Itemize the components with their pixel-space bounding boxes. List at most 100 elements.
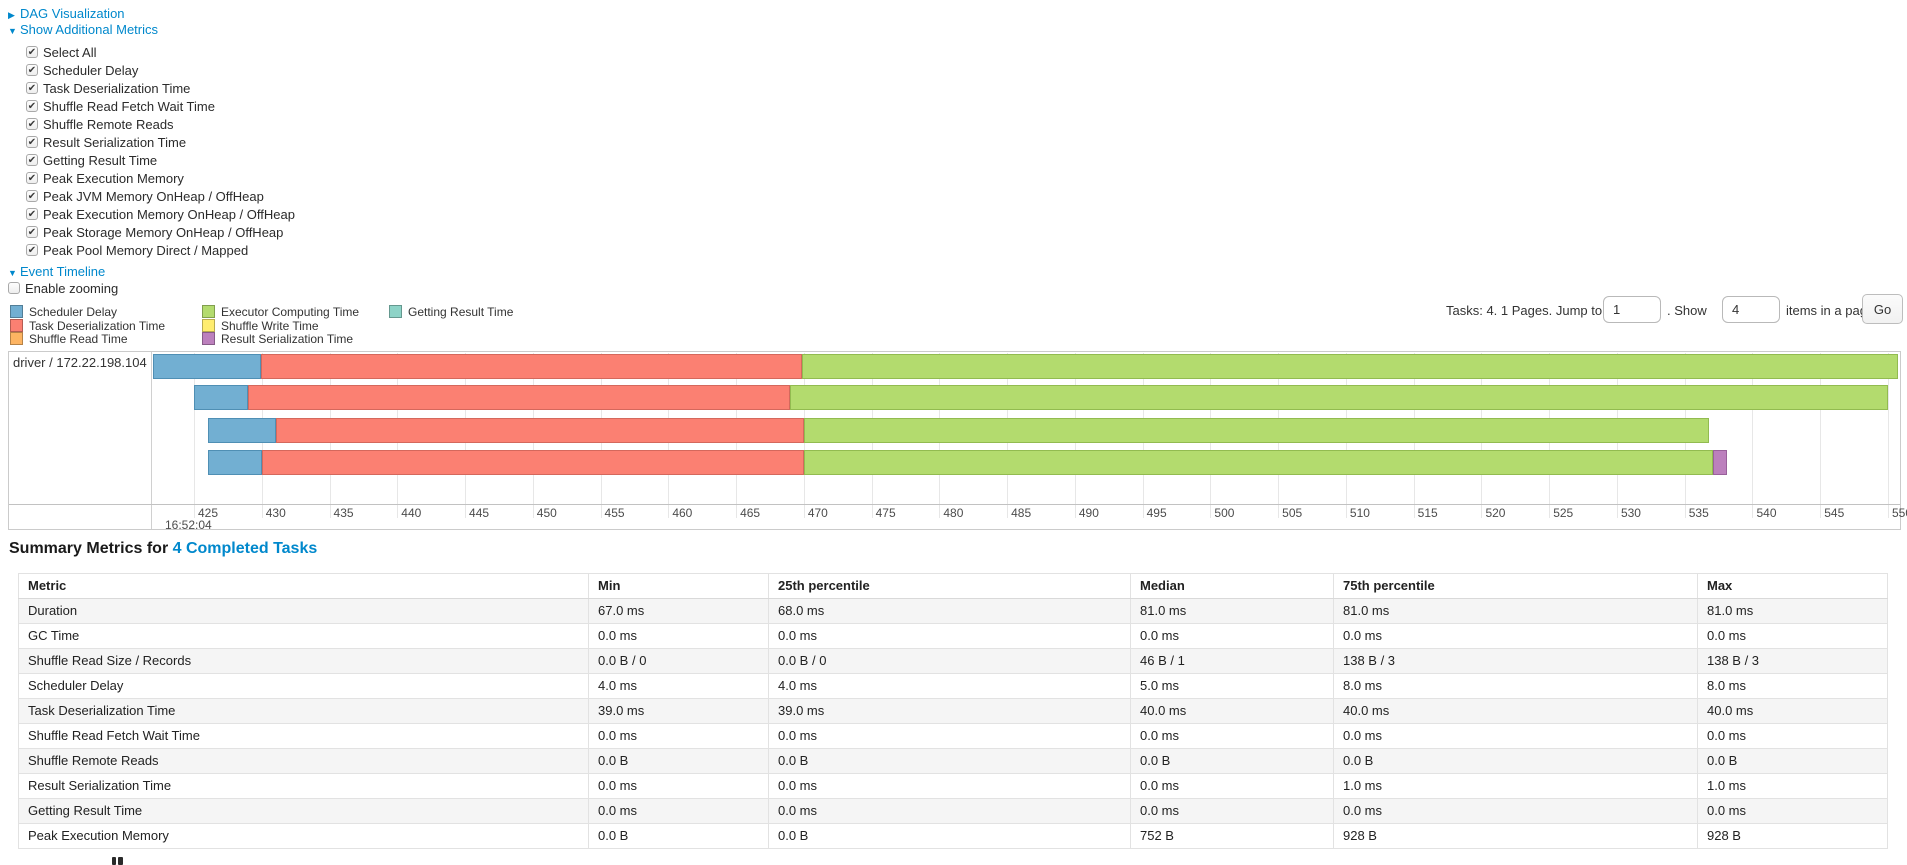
axis-gridline xyxy=(1888,353,1889,518)
metric-checkbox[interactable] xyxy=(26,244,38,256)
metric-checkbox-label: Peak JVM Memory OnHeap / OffHeap xyxy=(43,189,264,204)
legend-item: Task Deserialization Time xyxy=(0,318,1907,333)
task-bar-2-executor-computing-segment[interactable] xyxy=(804,418,1710,443)
table-cell: 40.0 ms xyxy=(1130,698,1334,724)
metric-checkbox-label: Result Serialization Time xyxy=(43,135,187,150)
table-cell: 0.0 ms xyxy=(1130,773,1334,799)
task-bar-1-scheduler-delay-segment[interactable] xyxy=(193,385,248,410)
table-cell: 0.0 ms xyxy=(768,798,1131,824)
table-cell: 0.0 ms xyxy=(768,723,1131,749)
table-row: Result Serialization Time 0.0 ms 0.0 ms 0.0… xyxy=(18,773,1888,799)
task-bar-1-executor-computing-segment[interactable] xyxy=(790,385,1888,410)
task-bar-1-task-deserialization-segment[interactable] xyxy=(247,385,790,410)
table-cell: Duration xyxy=(18,598,589,624)
items-in-page-label: items in a page. xyxy=(1786,303,1878,318)
table-cell: 81.0 ms xyxy=(1697,598,1888,624)
table-row: Task Deserialization Time 39.0 ms 39.0 ms 4… xyxy=(18,698,1888,724)
metric-checkbox-label: Task Deserialization Time xyxy=(43,81,191,96)
table-row: Getting Result Time 0.0 ms 0.0 ms 0.0 ms 0.0… xyxy=(18,798,1888,824)
table-cell: 0.0 B / 0 xyxy=(768,648,1131,674)
metric-checkbox[interactable] xyxy=(26,172,38,184)
metric-checkbox-label: Select All xyxy=(43,45,97,60)
axis-tick-label: 510 xyxy=(1349,506,1370,520)
table-cell: 0.0 B xyxy=(1333,748,1698,774)
table-cell: 68.0 ms xyxy=(768,598,1131,624)
table-cell: 39.0 ms xyxy=(768,698,1131,724)
event-timeline-label: Event Timeline xyxy=(20,264,106,279)
metric-checkbox[interactable] xyxy=(26,64,38,76)
task-bar-0-task-deserialization-segment[interactable] xyxy=(260,354,803,379)
table-cell: 0.0 ms xyxy=(1333,723,1698,749)
task-bar-3-executor-computing-segment[interactable] xyxy=(804,450,1713,475)
event-timeline-chart: driver / 172.22.198.104 425 430 435 440 445 4… xyxy=(8,351,1907,532)
legend-swatch-icon xyxy=(202,318,215,332)
dag-visualization-toggle[interactable]: ▶ DAG Visualization xyxy=(8,6,125,21)
metric-checkbox[interactable] xyxy=(26,136,38,148)
metric-checkbox[interactable] xyxy=(26,100,38,112)
enable-zooming-checkbox[interactable] xyxy=(8,282,20,294)
metric-checkbox-label: Peak Execution Memory OnHeap / OffHeap xyxy=(43,207,295,222)
axis-tick-label: 475 xyxy=(875,506,896,520)
table-cell: Shuffle Read Fetch Wait Time xyxy=(18,723,589,749)
task-bar-3-result-serialization-segment[interactable] xyxy=(1712,450,1727,475)
show-additional-metrics-toggle[interactable]: ▼ Show Additional Metrics xyxy=(8,22,158,37)
axis-gridline xyxy=(1820,353,1822,518)
summary-metrics-table-wrapper: Metric Min 25th percentile Median 75th perce… xyxy=(18,573,1888,849)
jump-to-page-input[interactable] xyxy=(1603,296,1661,323)
table-cell: 39.0 ms xyxy=(588,698,769,724)
event-timeline-toggle[interactable]: ▼ Event Timeline xyxy=(8,264,105,279)
legend-swatch-icon xyxy=(10,318,23,332)
task-bar-3-task-deserialization-segment[interactable] xyxy=(261,450,804,475)
table-cell: 0.0 B xyxy=(1697,748,1888,774)
table-cell: 46 B / 1 xyxy=(1130,648,1334,674)
table-cell: 0.0 ms xyxy=(588,773,769,799)
metric-checkbox[interactable] xyxy=(26,226,38,238)
table-cell: 0.0 ms xyxy=(588,798,769,824)
task-bar-0-executor-computing-segment[interactable] xyxy=(802,354,1899,379)
metric-checkbox[interactable] xyxy=(26,118,38,130)
task-bar-0-scheduler-delay-segment[interactable] xyxy=(153,354,261,379)
axis-tick-label: 515 xyxy=(1417,506,1438,520)
axis-tick-label: 480 xyxy=(943,506,964,520)
legend-swatch-icon xyxy=(10,332,23,345)
summary-metrics-heading: Summary Metrics for 4 Completed Tasks xyxy=(9,540,317,558)
task-bar-2-task-deserialization-segment[interactable] xyxy=(275,418,804,443)
metric-checkbox[interactable] xyxy=(26,82,38,94)
metric-checkbox[interactable] xyxy=(26,154,38,166)
axis-gridline xyxy=(1752,353,1754,518)
task-bar-2-scheduler-delay-segment[interactable] xyxy=(207,418,276,443)
task-bar-3-scheduler-delay-segment[interactable] xyxy=(207,450,262,475)
axis-tick-label: 495 xyxy=(1146,506,1167,520)
tasks-page-summary: Tasks: 4. 1 Pages. Jump to xyxy=(1446,303,1603,318)
axis-tick-label: 450 xyxy=(536,506,557,520)
executor-label-column: driver / 172.22.198.104 xyxy=(9,352,152,529)
table-cell: Result Serialization Time xyxy=(18,773,589,799)
table-cell: 0.0 ms xyxy=(1697,798,1888,824)
go-button[interactable]: Go xyxy=(1862,294,1903,324)
summary-metrics-table: Metric Min 25th percentile Median 75th perce… xyxy=(18,573,1888,849)
table-cell: 0.0 ms xyxy=(588,623,769,649)
enable-zooming-label: Enable zooming xyxy=(25,281,119,296)
table-header-cell: 25th percentile xyxy=(768,573,1131,599)
table-cell: Shuffle Read Size / Records xyxy=(18,648,589,674)
time-axis-major-label: 16:52:04 xyxy=(165,518,212,532)
table-cell: 138 B / 3 xyxy=(1333,648,1698,674)
metric-checkbox[interactable] xyxy=(26,190,38,202)
metric-checkbox-label: Getting Result Time xyxy=(43,153,158,168)
table-cell: 0.0 B xyxy=(1130,748,1334,774)
axis-tick-label: 425 xyxy=(198,506,219,520)
table-cell: 928 B xyxy=(1697,823,1888,849)
legend-swatch-icon xyxy=(10,305,23,318)
axis-tick-label: 525 xyxy=(1553,506,1574,520)
table-header-cell: Min xyxy=(588,573,769,599)
completed-tasks-link[interactable]: 4 Completed Tasks xyxy=(172,540,318,557)
metric-checkbox[interactable] xyxy=(26,208,38,220)
metric-checkbox-label: Peak Pool Memory Direct / Mapped xyxy=(43,243,249,258)
axis-tick-label: 500 xyxy=(1214,506,1235,520)
table-cell: 138 B / 3 xyxy=(1697,648,1888,674)
items-per-page-input[interactable] xyxy=(1722,296,1780,323)
axis-tick-label: 465 xyxy=(740,506,761,520)
metric-checkbox[interactable] xyxy=(26,46,38,58)
show-additional-metrics-label: Show Additional Metrics xyxy=(20,22,159,37)
legend-label: Getting Result Time xyxy=(408,305,514,319)
